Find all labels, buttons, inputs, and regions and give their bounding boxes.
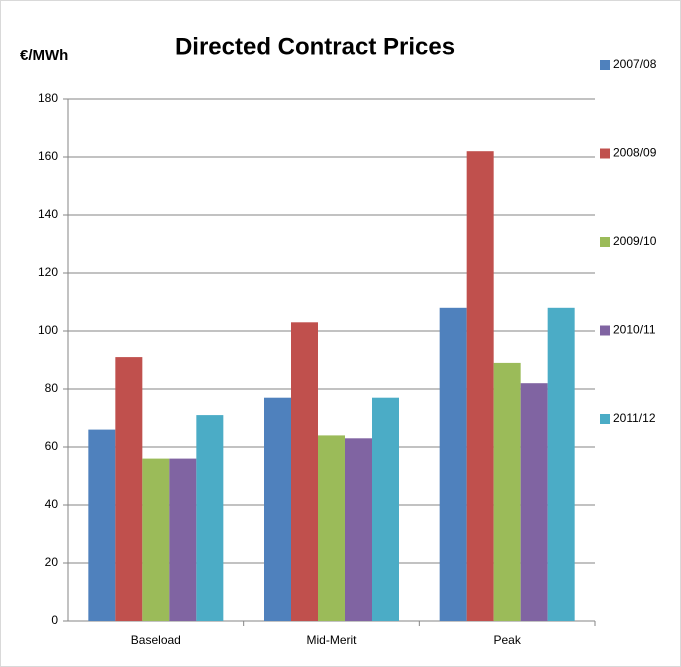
bar [345, 438, 372, 621]
legend-label: 2011/12 [613, 411, 656, 425]
legend-swatch [600, 60, 610, 70]
bar [318, 435, 345, 621]
x-tick-label: Peak [493, 633, 521, 647]
chart-title: Directed Contract Prices [175, 33, 455, 60]
bar [264, 397, 291, 621]
bar [372, 397, 399, 621]
y-tick-label: 140 [38, 207, 58, 221]
legend-swatch [600, 414, 610, 424]
legend-label: 2010/11 [613, 323, 656, 337]
y-tick-label: 80 [45, 381, 59, 395]
x-tick-label: Mid-Merit [307, 633, 358, 647]
legend-swatch [600, 148, 610, 159]
legend-label: 2007/08 [613, 57, 657, 71]
bar [493, 362, 521, 621]
bar [142, 458, 170, 621]
bar [115, 357, 143, 621]
bar [547, 307, 575, 621]
y-tick-label: 20 [45, 555, 59, 569]
bar [466, 151, 494, 621]
legend-swatch [600, 237, 610, 247]
y-tick-label: 120 [38, 265, 58, 279]
y-tick-label: 40 [45, 497, 59, 511]
x-tick-label: Baseload [131, 633, 181, 647]
y-tick-label: 100 [38, 323, 58, 337]
legend-label: 2009/10 [613, 234, 657, 248]
legend-label: 2008/09 [613, 146, 657, 160]
bar [196, 415, 224, 621]
bar [169, 458, 197, 621]
bar [291, 322, 318, 621]
y-tick-label: 0 [51, 613, 58, 627]
y-tick-label: 60 [45, 439, 59, 453]
y-axis-title: €/MWh [20, 47, 68, 64]
bar [439, 307, 467, 621]
legend-swatch [600, 325, 610, 336]
bar [520, 383, 548, 621]
y-tick-label: 160 [38, 149, 58, 163]
y-tick-label: 180 [38, 91, 58, 105]
bar [88, 429, 116, 621]
